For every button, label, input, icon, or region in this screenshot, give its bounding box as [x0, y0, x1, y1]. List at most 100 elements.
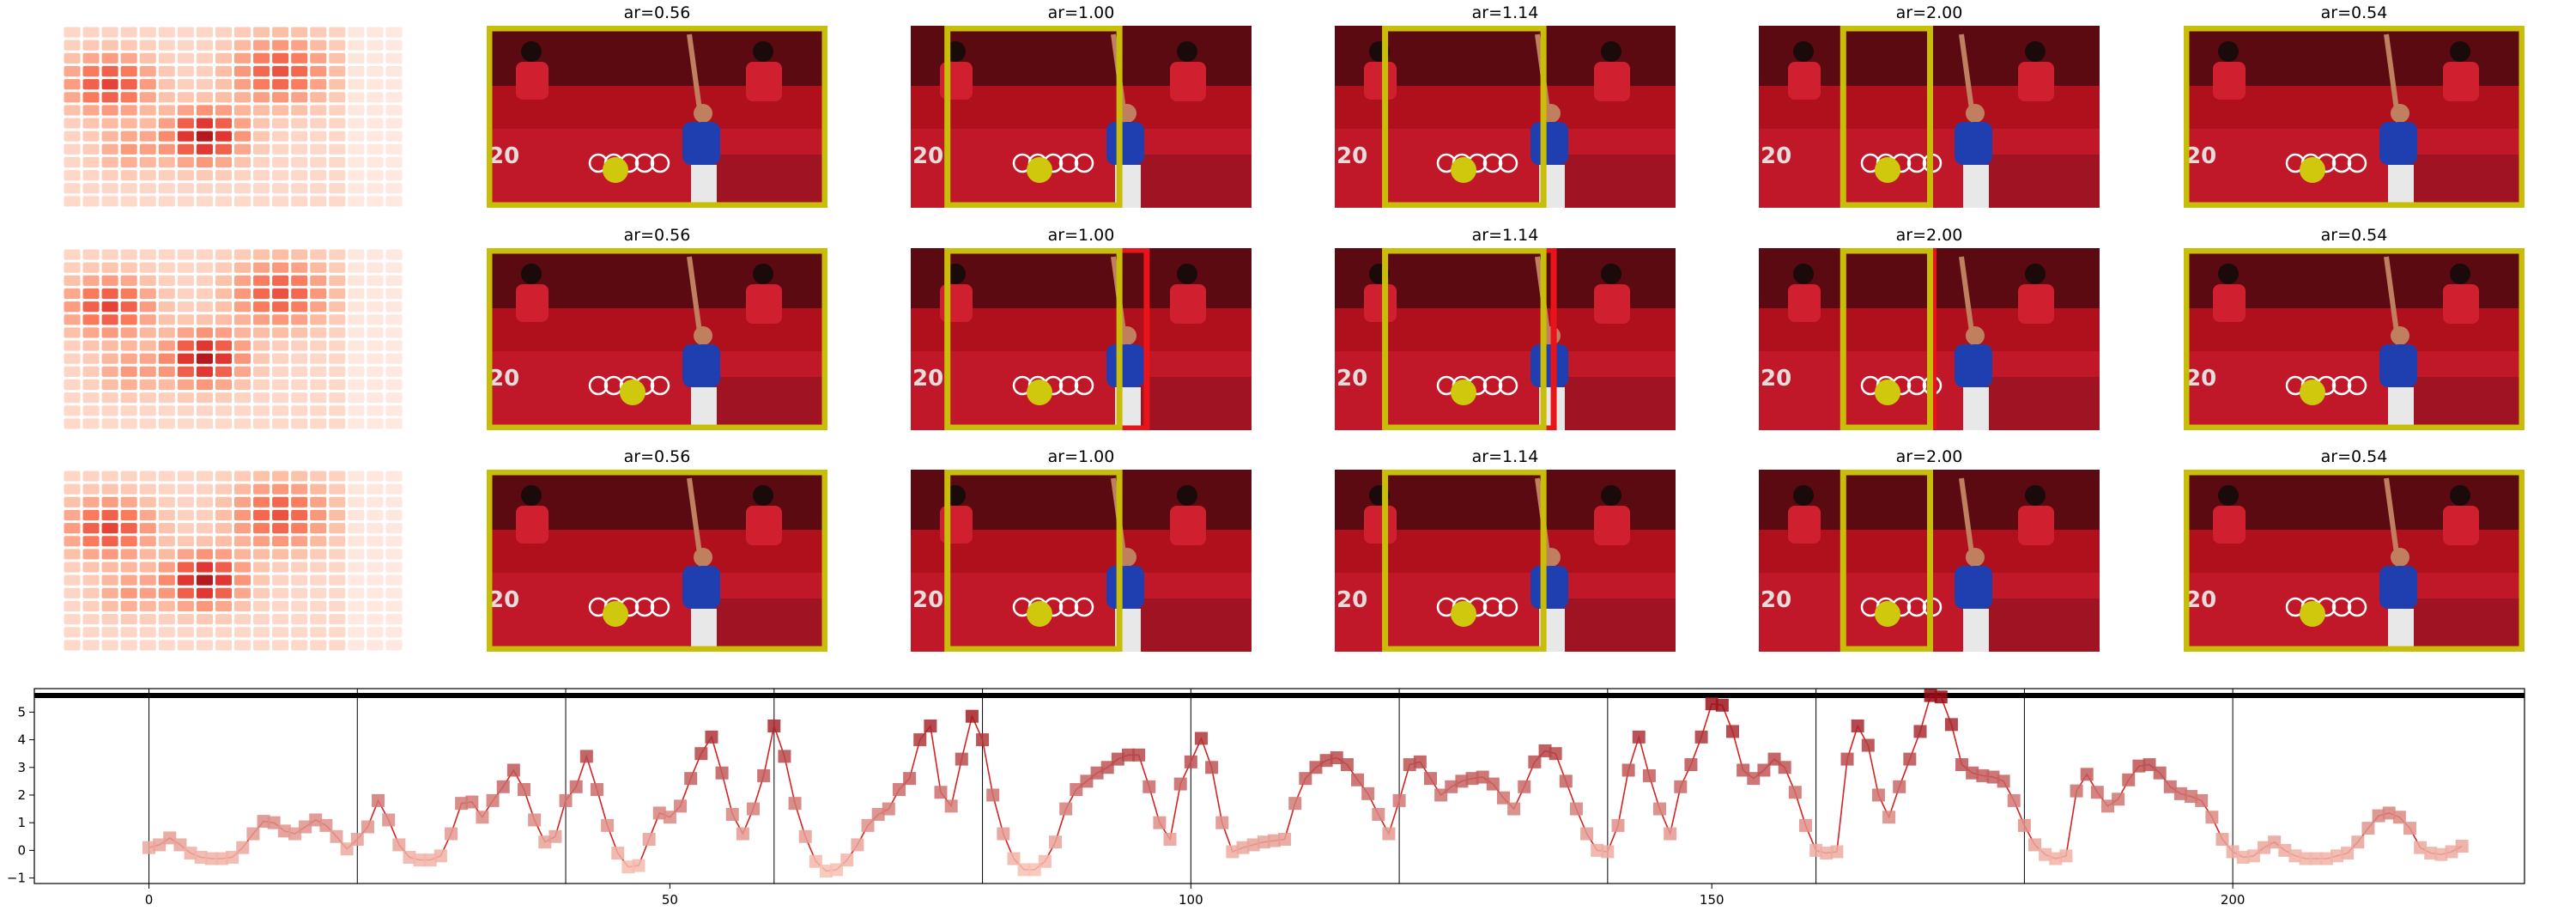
data-point — [1163, 832, 1177, 846]
heatmap-cell — [139, 483, 156, 495]
data-point — [257, 815, 270, 829]
official-body — [1788, 506, 1821, 544]
data-point — [2028, 838, 2042, 852]
heatmap-cell — [367, 640, 384, 651]
olympic-ring — [650, 375, 670, 396]
heatmap-cell — [177, 143, 194, 155]
heatmap-cell — [348, 549, 365, 560]
heatmap-cell — [139, 353, 156, 364]
heatmap-cell — [385, 131, 403, 142]
heatmap-cell — [177, 156, 194, 168]
heatmap-cell — [215, 640, 232, 651]
heatmap-cell — [348, 249, 365, 260]
heatmap-cell — [82, 353, 100, 364]
heatmap-cell — [158, 52, 175, 64]
heatmap-cell — [329, 301, 346, 313]
heatmap-cell — [367, 39, 384, 51]
heatmap-cell — [196, 509, 213, 521]
heatmap-cell — [158, 301, 175, 313]
heatmap-cell — [385, 143, 403, 155]
heatmap-cell — [120, 143, 137, 155]
data-point — [1382, 827, 1396, 841]
heatmap-cell — [196, 131, 213, 142]
data-point — [1392, 793, 1406, 807]
heatmap-cell — [120, 170, 137, 181]
heatmap-cell — [234, 496, 252, 507]
heatmap-cell — [158, 65, 175, 77]
heatmap-cell — [310, 262, 327, 273]
heatmap-cell — [310, 509, 327, 521]
official-body — [2018, 506, 2054, 545]
heatmap-cell — [120, 92, 137, 103]
heatmap-cell — [348, 574, 365, 586]
heatmap-cell — [272, 301, 289, 313]
data-point — [903, 772, 917, 786]
heatmap-cell — [64, 405, 81, 416]
heatmap-cell — [120, 496, 137, 507]
data-point — [1653, 802, 1667, 816]
official-head — [2450, 41, 2470, 62]
heatmap-cell — [177, 327, 194, 338]
data-point — [1903, 752, 1917, 766]
heatmap-cell — [120, 131, 137, 142]
heatmap-cell — [139, 52, 156, 64]
heatmap-cell — [215, 131, 232, 142]
heatmap-cell — [196, 327, 213, 338]
data-point — [1737, 763, 1750, 777]
heatmap-cell — [158, 483, 175, 495]
heatmap-cell — [101, 496, 118, 507]
heatmap-cell — [348, 627, 365, 638]
panel-title: ar=1.14 — [1471, 3, 1539, 22]
heatmap-cell — [120, 314, 137, 325]
heatmap-cell — [234, 392, 252, 404]
heatmap-cell — [101, 574, 118, 586]
player-shorts — [691, 387, 717, 430]
data-point — [142, 841, 156, 854]
heatmap-cell — [215, 105, 232, 116]
heatmap-cell — [215, 183, 232, 194]
data-point — [705, 730, 718, 744]
official-body — [1364, 284, 1397, 322]
data-point — [934, 786, 948, 799]
heatmap-cell — [139, 249, 156, 260]
data-point — [1955, 758, 1969, 772]
official-body — [2443, 62, 2479, 101]
heatmap-cell — [272, 340, 289, 351]
data-point — [392, 838, 406, 852]
heatmap-cell — [158, 105, 175, 116]
heatmap-cell — [310, 549, 327, 560]
heatmap-cell — [82, 131, 100, 142]
heatmap-cell — [64, 27, 81, 38]
heatmap-cell — [348, 496, 365, 507]
data-point — [2361, 822, 2375, 835]
heatmap-cell — [177, 131, 194, 142]
heatmap-cell — [272, 562, 289, 573]
data-point — [2288, 849, 2302, 863]
heatmap-cell — [215, 314, 232, 325]
heatmap-cell — [253, 275, 270, 286]
heatmap-cell — [64, 536, 81, 547]
heatmap-cell — [291, 418, 308, 429]
data-point — [1966, 766, 1979, 780]
heatmap-cell — [158, 640, 175, 651]
heatmap-cell — [385, 536, 403, 547]
heatmap-cell — [196, 562, 213, 573]
data-point — [1934, 690, 1948, 704]
heatmap-cell — [64, 471, 81, 482]
heatmap-cell — [158, 249, 175, 260]
official-body — [746, 62, 782, 101]
official-body — [1170, 284, 1206, 324]
official-head — [1601, 485, 1621, 506]
shuttle-marker — [603, 601, 628, 627]
heatmap-cell — [64, 249, 81, 260]
heatmap-cell — [215, 52, 232, 64]
heatmap-cell — [177, 587, 194, 598]
data-point — [1591, 843, 1604, 857]
heatmap-cell — [329, 27, 346, 38]
heatmap-cell — [82, 52, 100, 64]
player-arm — [687, 33, 704, 123]
heatmap-cell — [82, 143, 100, 155]
heatmap-cell — [310, 366, 327, 377]
heatmap-cell — [82, 523, 100, 534]
heatmap-cell — [177, 640, 194, 651]
